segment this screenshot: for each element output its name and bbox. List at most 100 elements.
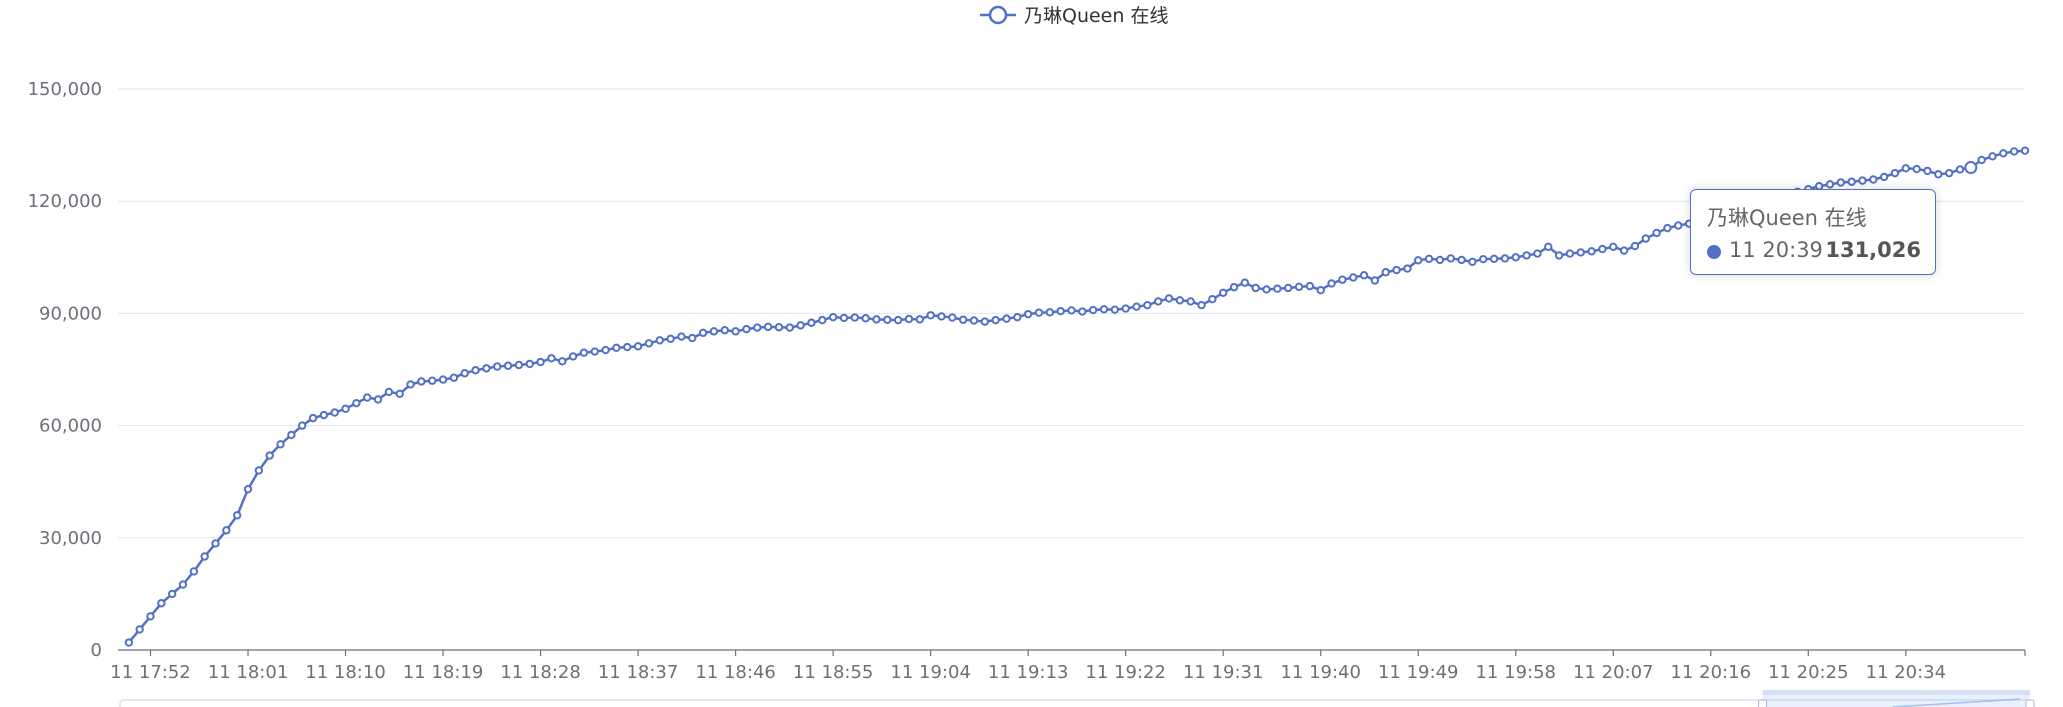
x-tick-label: 11 18:55: [793, 662, 874, 683]
y-tick-label: 0: [91, 640, 102, 661]
x-tick-label: 11 17:52: [110, 662, 191, 683]
data-point: [189, 567, 199, 576]
data-point: [991, 315, 1000, 325]
data-point: [1468, 257, 1477, 266]
data-point: [167, 589, 177, 599]
x-tick-label: 11 20:16: [1671, 662, 1752, 683]
data-point: [1305, 281, 1315, 291]
data-point: [1034, 308, 1044, 317]
data-point: [449, 373, 459, 382]
data-point: [1251, 283, 1260, 293]
data-point: [915, 315, 925, 324]
data-point: [883, 315, 892, 324]
data-point: [287, 430, 296, 440]
data-point: [861, 314, 870, 323]
data-point: [1598, 244, 1607, 254]
data-point: [1164, 294, 1174, 303]
y-tick-label: 60,000: [39, 416, 102, 437]
data-point: [753, 323, 762, 332]
data-point: [471, 366, 480, 375]
data-point: [1934, 170, 1943, 179]
data-point: [330, 408, 339, 417]
tooltip-value: 131,026: [1825, 238, 1921, 262]
data-point: [1955, 165, 1965, 174]
data-point: [774, 323, 784, 332]
data-point: [1944, 168, 1954, 178]
x-tick-label: 11 20:25: [1768, 662, 1849, 683]
data-point: [709, 327, 719, 336]
data-point: [1847, 177, 1856, 186]
data-point: [1359, 271, 1369, 280]
data-point: [536, 357, 545, 367]
data-point: [254, 466, 264, 475]
data-point: [1457, 255, 1466, 265]
data-point: [1890, 168, 1900, 178]
data-point: [688, 333, 697, 343]
x-tick-label: 11 18:01: [208, 662, 289, 683]
data-point: [1674, 221, 1683, 230]
x-tick-label: 11 20:34: [1866, 662, 1947, 683]
data-point: [731, 327, 740, 336]
data-point: [341, 404, 350, 413]
data-point: [633, 342, 643, 351]
data-point: [958, 315, 968, 324]
data-point: [1186, 297, 1195, 306]
data-point: [785, 323, 794, 332]
y-tick-label: 30,000: [39, 528, 102, 549]
data-point: [1370, 276, 1380, 285]
data-point: [1652, 228, 1661, 238]
legend-marker-icon: [988, 5, 1008, 25]
data-point: [2009, 147, 2019, 156]
data-point: [655, 336, 664, 345]
data-point: [677, 332, 686, 341]
data-point: [1013, 312, 1022, 322]
data-point: [493, 362, 502, 371]
data-point: [1964, 161, 1978, 175]
data-point: [178, 580, 188, 589]
data-point: [373, 395, 383, 404]
data-point: [1392, 265, 1401, 275]
x-tick-label: 11 19:49: [1378, 662, 1459, 683]
data-point: [1663, 223, 1672, 233]
data-point: [1002, 314, 1011, 323]
data-point: [1435, 255, 1445, 265]
data-point: [1619, 246, 1629, 255]
data-point: [1078, 307, 1087, 316]
data-point: [1511, 253, 1520, 262]
data-point: [1479, 254, 1488, 264]
data-point: [666, 334, 675, 344]
data-point: [1153, 297, 1163, 306]
x-tick-label: 11 19:13: [988, 662, 1069, 683]
data-point: [1522, 251, 1531, 260]
data-point: [1879, 172, 1889, 182]
data-point: [590, 347, 599, 356]
data-zoom-slider[interactable]: [119, 690, 2035, 707]
tooltip-title: 乃琳Queen 在线: [1707, 206, 1867, 230]
data-point: [980, 317, 990, 326]
x-tick-label: 11 19:22: [1085, 662, 1166, 683]
data-point: [297, 421, 307, 430]
x-tick-label: 11 18:19: [403, 662, 484, 683]
data-point: [417, 377, 426, 386]
data-point: [1327, 279, 1336, 288]
x-axis: [118, 649, 2026, 656]
data-point: [872, 315, 881, 324]
data-point: [1587, 247, 1596, 256]
legend-entry: 乃琳Queen 在线: [1024, 5, 1168, 27]
data-point: [460, 369, 469, 378]
data-point: [352, 398, 361, 408]
data-point: [1143, 300, 1152, 310]
data-point: [1110, 305, 1120, 314]
legend[interactable]: 乃琳Queen 在线: [980, 5, 1168, 27]
data-point: [503, 361, 513, 370]
data-point: [644, 339, 654, 348]
data-point: [308, 413, 318, 423]
zoom-preview-line: [1892, 698, 2021, 707]
data-point: [807, 318, 816, 327]
data-point: [1446, 254, 1455, 263]
data-point: [319, 410, 329, 420]
data-point: [828, 312, 838, 322]
data-point: [276, 440, 285, 449]
y-tick-label: 150,000: [28, 79, 102, 100]
